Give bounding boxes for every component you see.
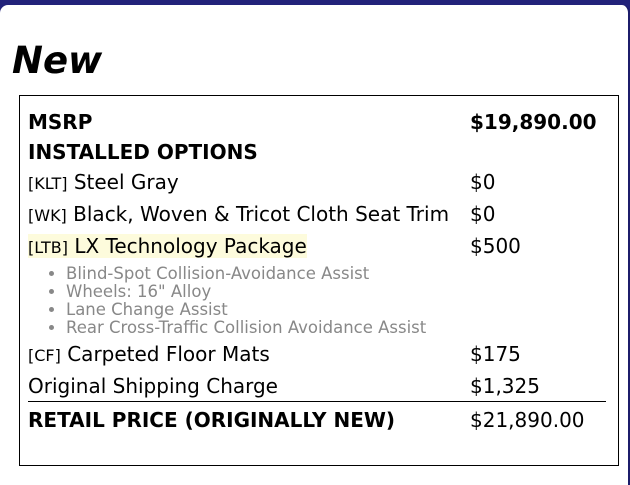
option-name: Steel Gray [73,170,179,194]
option-code: [WK] [28,206,67,225]
package-features-list: Blind-Spot Collision-Avoidance Assist Wh… [28,265,468,337]
option-price: $0 [470,202,496,226]
installed-options-heading: INSTALLED OPTIONS [28,140,258,164]
option-row: [CF] Carpeted Floor Mats $175 [28,339,606,371]
shipping-value: $1,325 [470,374,540,398]
list-item: Lane Change Assist [66,301,468,319]
option-code: [KLT] [28,174,68,193]
option-name: LX Technology Package [74,234,307,258]
list-item: Rear Cross-Traffic Collision Avoidance A… [66,319,468,337]
msrp-row: MSRP $19,890.00 [28,107,606,137]
total-row: RETAIL PRICE (ORIGINALLY NEW) $21,890.00 [28,401,606,435]
highlighted-option: [LTB] LX Technology Package [28,234,307,258]
option-code: [CF] [28,346,61,365]
shipping-row: Original Shipping Charge $1,325 [28,371,606,402]
price-table: MSRP $19,890.00 INSTALLED OPTIONS [KLT] … [28,107,606,435]
option-price: $0 [470,170,496,194]
window-sticker-box: MSRP $19,890.00 INSTALLED OPTIONS [KLT] … [19,95,619,466]
option-price: $500 [470,234,521,258]
option-row: [WK] Black, Woven & Tricot Cloth Seat Tr… [28,199,606,231]
option-code: [LTB] [28,238,68,257]
option-name: Carpeted Floor Mats [67,342,270,366]
shipping-label: Original Shipping Charge [28,374,278,398]
msrp-label: MSRP [28,110,93,134]
msrp-value: $19,890.00 [470,110,597,134]
total-value: $21,890.00 [470,401,606,435]
page-title: New [12,39,103,82]
option-price: $175 [470,342,521,366]
page: New MSRP $19,890.00 INSTALLED OPTIONS [K… [0,5,630,485]
list-item: Blind-Spot Collision-Avoidance Assist [66,265,468,283]
total-label: RETAIL PRICE (ORIGINALLY NEW) [28,401,470,435]
option-row: [LTB] LX Technology Package Blind-Spot C… [28,231,606,339]
installed-options-row: INSTALLED OPTIONS [28,137,606,167]
option-row: [KLT] Steel Gray $0 [28,167,606,199]
list-item: Wheels: 16" Alloy [66,283,468,301]
option-name: Black, Woven & Tricot Cloth Seat Trim [73,202,450,226]
